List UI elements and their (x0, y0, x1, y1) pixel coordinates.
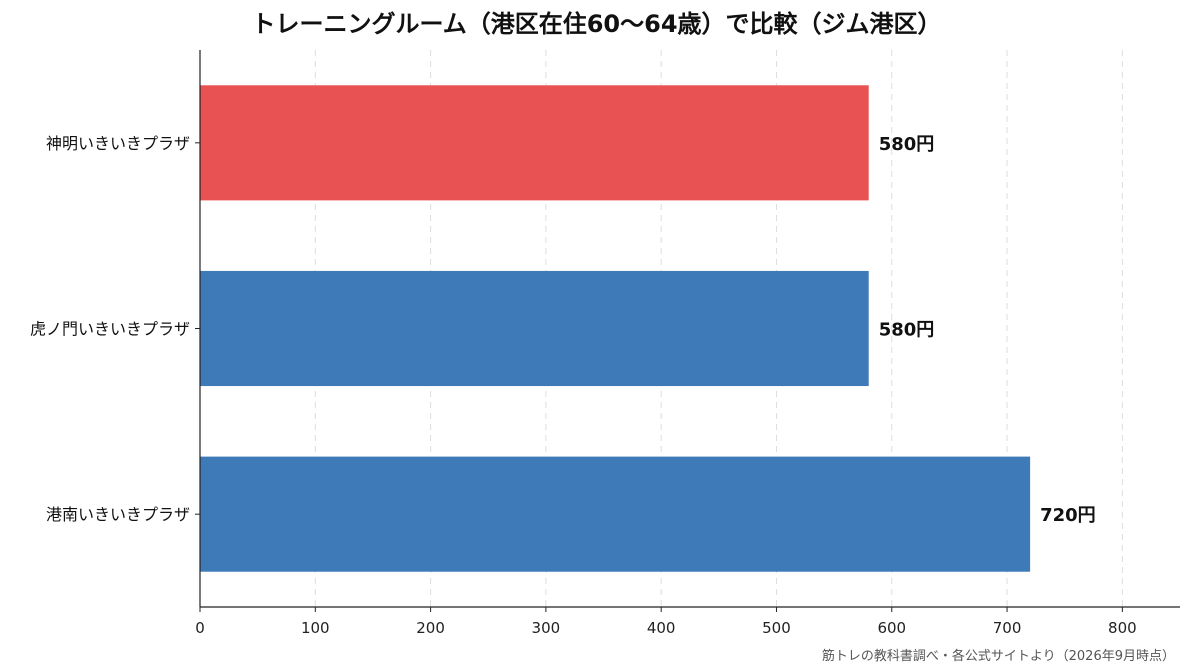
x-tick-label: 300 (532, 619, 561, 637)
x-tick-label: 600 (877, 619, 906, 637)
data-label: 580円 (879, 134, 935, 155)
x-tick-label: 400 (647, 619, 676, 637)
x-tick-label: 700 (993, 619, 1022, 637)
bar (200, 270, 869, 387)
data-label: 720円 (1040, 505, 1096, 526)
bars (200, 85, 1031, 572)
chart-title: トレーニングルーム（港区在住60〜64歳）で比較（ジム港区） (251, 10, 942, 38)
source-note: 筋トレの教科書調べ・各公式サイトより（2026年9月時点） (821, 649, 1175, 664)
x-tick-label: 0 (195, 619, 205, 637)
x-tick-label: 500 (762, 619, 791, 637)
category-label: 虎ノ門いきいきプラザ (30, 320, 190, 339)
category-label: 神明いきいきプラザ (46, 134, 190, 153)
x-tick-label: 200 (416, 619, 445, 637)
x-tick-label: 800 (1108, 619, 1137, 637)
data-label: 580円 (879, 320, 935, 341)
category-label: 港南いきいきプラザ (46, 505, 190, 524)
bar (200, 85, 869, 201)
axes (195, 50, 1180, 612)
x-tick-label: 100 (301, 619, 330, 637)
bar (200, 456, 1031, 572)
